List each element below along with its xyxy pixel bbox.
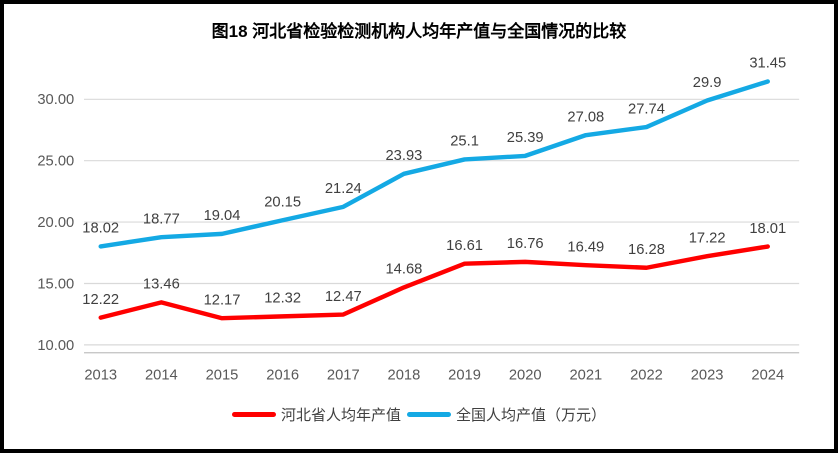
y-tick-label: 10.00 [37, 338, 74, 354]
data-label-national: 23.93 [385, 148, 422, 164]
data-label-hebei: 16.49 [567, 239, 604, 255]
y-tick-label: 20.00 [37, 215, 74, 231]
data-label-hebei: 12.32 [264, 291, 301, 307]
x-tick-label: 2016 [266, 367, 299, 383]
x-tick-label: 2015 [206, 367, 239, 383]
x-tick-label: 2014 [145, 367, 178, 383]
x-tick-label: 2018 [388, 367, 421, 383]
data-label-hebei: 16.76 [507, 236, 544, 252]
data-label-national: 27.08 [567, 109, 604, 125]
data-label-hebei: 12.22 [82, 292, 119, 308]
legend-item-national: 全国人均产值（万元） [407, 404, 606, 425]
data-label-national: 29.9 [693, 75, 722, 91]
x-tick-label: 2023 [691, 367, 724, 383]
data-label-hebei: 16.61 [446, 238, 483, 254]
data-label-national: 25.39 [507, 130, 544, 146]
data-label-hebei: 12.47 [325, 289, 362, 305]
x-tick-label: 2019 [448, 367, 481, 383]
data-label-national: 21.24 [325, 181, 362, 197]
x-tick-label: 2021 [569, 367, 602, 383]
line-chart-plot-area: 10.00 15.00 20.00 25.00 30.00 2013 2014 2015 201… [37, 56, 800, 383]
series-line-hebei [98, 244, 770, 321]
y-tick-label: 25.00 [37, 154, 74, 170]
x-tick-label: 2022 [630, 367, 663, 383]
legend-label-hebei: 河北省人均年产值 [280, 407, 401, 424]
legend-swatch-hebei-line [231, 412, 276, 417]
data-label-national: 20.15 [264, 194, 301, 210]
legend-swatch-national-line [407, 412, 451, 417]
x-tick-label: 2024 [751, 367, 784, 383]
x-tick-label: 2013 [84, 367, 117, 383]
data-label-hebei: 13.46 [143, 277, 180, 293]
y-tick-label: 30.00 [37, 92, 74, 108]
data-label-hebei: 14.68 [385, 262, 422, 278]
data-label-national: 25.1 [450, 134, 479, 150]
data-label-national: 19.04 [204, 208, 241, 224]
x-tick-label: 2020 [509, 367, 542, 383]
data-label-national: 31.45 [749, 56, 786, 72]
x-tick-label: 2017 [327, 367, 360, 383]
y-tick-label: 15.00 [37, 276, 74, 292]
data-label-national: 18.02 [82, 221, 119, 237]
data-label-national: 27.74 [628, 101, 665, 117]
chart-title: 图18 河北省检验检测机构人均年产值与全国情况的比较 [211, 22, 627, 41]
data-label-hebei: 17.22 [689, 230, 726, 246]
series-line-national [98, 79, 770, 249]
data-label-hebei: 16.28 [628, 242, 665, 258]
data-label-national: 18.77 [143, 211, 180, 227]
data-label-hebei: 12.17 [204, 292, 241, 308]
legend-item-hebei: 河北省人均年产值 [231, 404, 401, 425]
legend-label-national: 全国人均产值（万元） [456, 407, 607, 424]
legend: 河北省人均年产值 全国人均产值（万元） [4, 404, 834, 425]
data-label-hebei: 18.01 [749, 221, 786, 237]
